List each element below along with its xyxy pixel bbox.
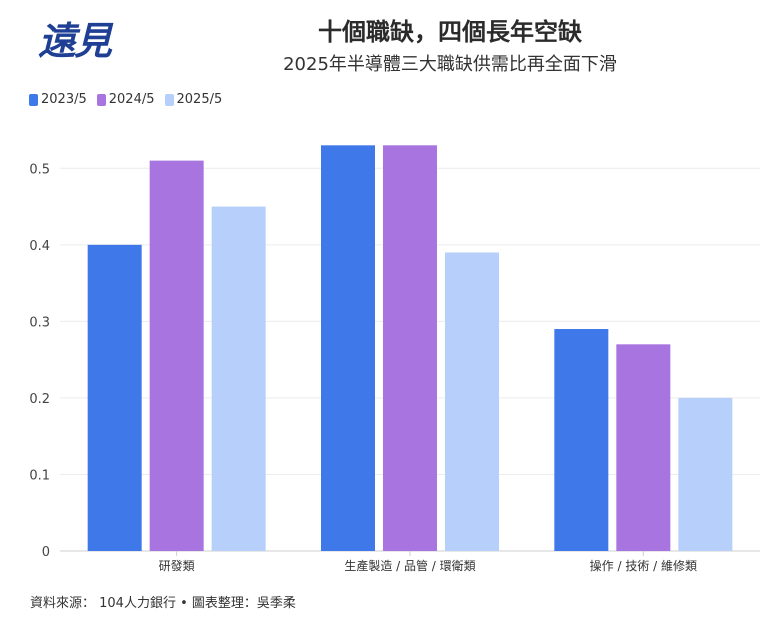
- x-tick-label: 研發類: [159, 558, 195, 573]
- bar-2023-5-0[interactable]: [87, 244, 142, 551]
- bar-2025-5-1[interactable]: [445, 252, 499, 552]
- x-tick-label: 生產製造 / 品管 / 環衛類: [344, 558, 475, 573]
- legend-item-2025[interactable]: 2025/5: [164, 92, 223, 107]
- y-tick-label: 0.1: [29, 468, 50, 483]
- bar-2023-5-1[interactable]: [321, 145, 375, 552]
- y-tick-label: 0.5: [29, 162, 50, 177]
- legend: 2023/5 2024/5 2025/5: [29, 92, 222, 107]
- y-tick-label: 0.3: [29, 315, 50, 330]
- legend-label-2023: 2023/5: [41, 92, 87, 107]
- bar-2024-5-1[interactable]: [383, 145, 437, 552]
- legend-swatch-2024: [96, 93, 106, 106]
- bar-2024-5-0[interactable]: [149, 160, 204, 552]
- chart-title: 十個職缺，四個長年空缺: [318, 18, 582, 46]
- source-note: 資料來源： 104人力銀行 • 圖表整理：吳季柔: [30, 596, 296, 611]
- y-tick-label: 0.2: [29, 392, 50, 407]
- legend-swatch-2025: [164, 93, 174, 106]
- y-tick-label: 0.4: [29, 239, 50, 254]
- logo: 遠見: [38, 18, 112, 63]
- bar-2024-5-2[interactable]: [616, 344, 671, 551]
- legend-item-2024[interactable]: 2024/5: [96, 92, 155, 107]
- bar-2025-5-2[interactable]: [678, 397, 733, 551]
- legend-label-2024: 2024/5: [108, 92, 155, 107]
- legend-swatch-2023: [29, 93, 38, 106]
- x-tick-label: 操作 / 技術 / 維修類: [590, 558, 697, 573]
- legend-label-2025: 2025/5: [176, 92, 223, 107]
- bar-2023-5-2[interactable]: [554, 329, 609, 551]
- legend-item-2023[interactable]: 2023/5: [29, 92, 87, 107]
- bar-2025-5-0[interactable]: [211, 206, 266, 551]
- chart-subtitle: 2025年半導體三大職缺供需比再全面下滑: [283, 54, 617, 75]
- y-tick-label: 0: [42, 545, 50, 560]
